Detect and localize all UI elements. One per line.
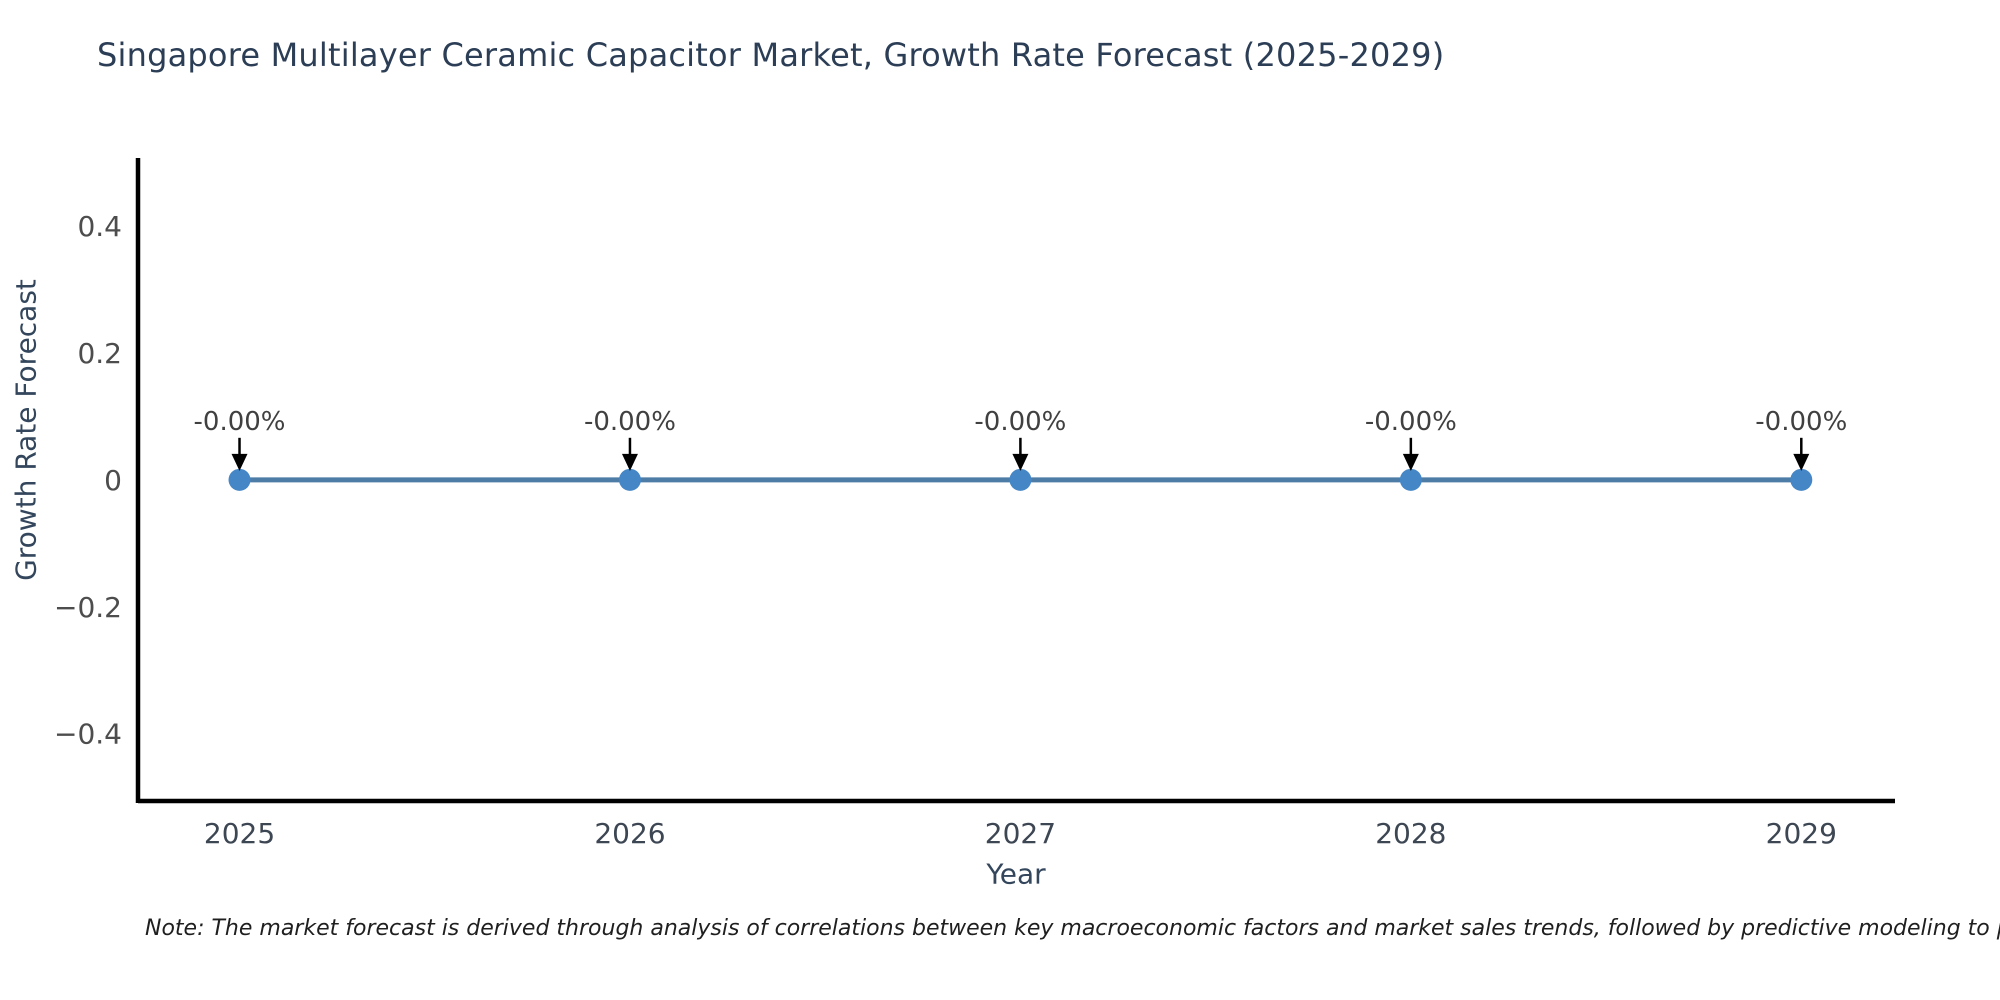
y-axis-title: Growth Rate Forecast <box>9 279 43 581</box>
annotation-arrowhead <box>1402 453 1419 471</box>
x-tick-label: 2025 <box>204 817 275 850</box>
y-tick-label: 0.2 <box>77 337 122 370</box>
y-tick-label: −0.4 <box>54 718 122 751</box>
data-point-marker <box>1790 468 1813 491</box>
y-tick-label: 0.4 <box>77 210 122 243</box>
x-tick-label: 2027 <box>985 817 1056 850</box>
data-point-marker <box>1399 468 1422 491</box>
y-tick-label: 0 <box>104 464 122 497</box>
footnote: Note: The market forecast is derived thr… <box>145 916 2000 941</box>
point-annotation-label: -0.00% <box>194 407 286 437</box>
point-annotation-label: -0.00% <box>1365 407 1457 437</box>
point-annotation-label: -0.00% <box>1755 407 1847 437</box>
data-point-marker <box>228 468 251 491</box>
annotation-arrowhead <box>1012 453 1029 471</box>
point-annotation-label: -0.00% <box>974 407 1066 437</box>
annotation-arrowhead <box>1793 453 1810 471</box>
x-tick-label: 2029 <box>1766 817 1837 850</box>
y-tick-label: −0.2 <box>54 591 122 624</box>
annotation-arrowhead <box>621 453 638 471</box>
x-tick-label: 2026 <box>594 817 665 850</box>
annotation-arrowhead <box>231 453 248 471</box>
data-point-marker <box>1009 468 1032 491</box>
x-tick-label: 2028 <box>1375 817 1446 850</box>
chart-title: Singapore Multilayer Ceramic Capacitor M… <box>97 36 1445 74</box>
x-axis-title: Year <box>986 857 1046 891</box>
point-annotation-label: -0.00% <box>584 407 676 437</box>
data-point-marker <box>618 468 641 491</box>
